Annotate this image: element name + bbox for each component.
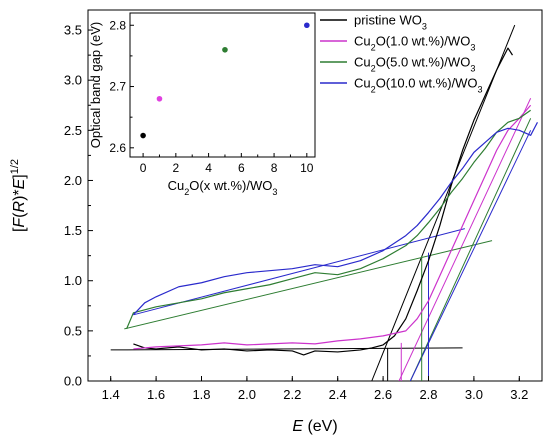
y-tick-label-0: 0.0 (64, 374, 82, 389)
legend-entry-0-part: pristine WO (354, 13, 422, 28)
y-tick-label-2: 1.0 (64, 273, 82, 288)
inset-y-axis-label: Optical band gap (eV) (88, 22, 103, 148)
plot-frame (87, 9, 543, 382)
inset-x-tick-label-5: 10 (300, 161, 314, 175)
y-tick-label-6: 3.0 (64, 73, 82, 88)
y-axis-label-part: ] (11, 174, 28, 178)
y-axis-label-part: F (11, 217, 28, 228)
legend-entry-2: Cu2O(5.0 wt.%)/WO3 (354, 55, 475, 74)
inset-frame (129, 12, 316, 158)
y-tick-label-1: 0.5 (64, 323, 82, 338)
y-axis-label-group: [F(R)*E]1/2 (9, 159, 28, 232)
y-axis-label-part: [ (11, 227, 28, 232)
x-tick-label-1: 1.6 (147, 387, 165, 402)
inset-y-axis-label-group: Optical band gap (eV) (88, 22, 103, 148)
inset-point-2 (222, 46, 228, 53)
y-axis-label-part: R (11, 200, 28, 212)
inset-x-axis-label-part: 2 (184, 187, 189, 197)
inset-x-tick-label-3: 6 (238, 161, 245, 175)
fit-line-4 (409, 118, 532, 381)
inset-y-tick-label-1: 2.7 (109, 80, 126, 94)
legend-entry-1-part: O(1.0 wt.%)/WO (376, 34, 471, 49)
legend-entry-0: pristine WO3 (354, 13, 427, 32)
fit-line-2 (398, 98, 532, 381)
fit-line-0 (110, 347, 463, 351)
x-tick-label-8: 3.0 (465, 387, 483, 402)
series-line-2 (126, 109, 531, 330)
inset-x-tick-label-2: 4 (205, 161, 212, 175)
legend-entry-2-part: 3 (470, 64, 475, 74)
x-axis-label-unit: (eV) (303, 418, 338, 435)
series-line-3 (132, 122, 538, 316)
fit-line-6 (409, 130, 532, 381)
legend-entry-1-part: 3 (470, 43, 475, 53)
inset-x-tick-label-0: 0 (140, 161, 147, 175)
y-axis-label: [F(R)*E]1/2 (9, 159, 28, 232)
main-plot: 1.4 1.6 1.8 2.0 2.2 2.4 2.6 2.8 3.0 3.2 0.0 0.5 1.0 1… (9, 9, 543, 435)
x-tick-label-9: 3.2 (510, 387, 528, 402)
inset-y-tick-label-0: 2.6 (109, 141, 126, 155)
legend-entry-3-part: O(10.0 wt.%)/WO (376, 76, 478, 91)
inset-x-tick-label-4: 8 (271, 161, 278, 175)
legend-entry-2-part: O(5.0 wt.%)/WO (376, 55, 471, 70)
x-tick-label-4: 2.2 (283, 387, 301, 402)
x-tick-label-7: 2.8 (419, 387, 437, 402)
legend-entry-3-part: 3 (478, 85, 483, 95)
x-tick-label-0: 1.4 (102, 387, 120, 402)
legend-entry-1: Cu2O(1.0 wt.%)/WO3 (354, 34, 475, 53)
y-tick-label-7: 3.5 (64, 23, 82, 38)
legend-entry-1-part: Cu (354, 34, 371, 49)
y-axis-label-part: 1/2 (9, 159, 21, 174)
inset-x-axis-label-part: O(x wt.%)/WO (189, 178, 272, 193)
y-axis-label-part: )* (11, 189, 28, 201)
x-axis-label: E (eV) (292, 418, 337, 435)
y-tick-label-3: 1.5 (64, 223, 82, 238)
inset-x-axis-label-part: Cu (168, 178, 185, 193)
x-tick-label-2: 1.8 (192, 387, 210, 402)
legend-entry-0-part: 3 (422, 22, 427, 32)
y-tick-label-4: 2.0 (64, 173, 82, 188)
y-axis-label-part: E (11, 178, 28, 189)
legend-entry-1-part: 2 (371, 43, 376, 53)
legend-entry-3: Cu2O(10.0 wt.%)/WO3 (354, 76, 483, 95)
x-tick-label-6: 2.6 (374, 387, 392, 402)
inset-point-3 (304, 22, 310, 29)
inset-y-tick-label-2: 2.8 (109, 18, 126, 32)
legend-entry-3-part: Cu (354, 76, 371, 91)
legend-entry-3-part: 2 (371, 85, 376, 95)
series-line-0 (133, 47, 513, 356)
legend-entry-2-part: Cu (354, 55, 371, 70)
x-tick-label-3: 2.0 (238, 387, 256, 402)
x-axis-label-italic: E (292, 418, 303, 435)
inset-point-1 (156, 95, 163, 102)
inset-x-tick-label-1: 2 (172, 161, 179, 175)
inset-point-0 (140, 132, 146, 139)
inset-x-axis-label-part: 3 (272, 187, 277, 197)
inset-x-axis-label: Cu2O(x wt.%)/WO3 (168, 178, 278, 197)
y-axis-label-part: ( (11, 212, 28, 218)
x-tick-label-5: 2.4 (329, 387, 347, 402)
data-layer (110, 24, 538, 381)
fit-line-3 (124, 240, 493, 330)
y-tick-label-5: 2.5 (64, 123, 82, 138)
legend-entry-2-part: 2 (371, 64, 376, 74)
series-line-1 (133, 104, 532, 350)
